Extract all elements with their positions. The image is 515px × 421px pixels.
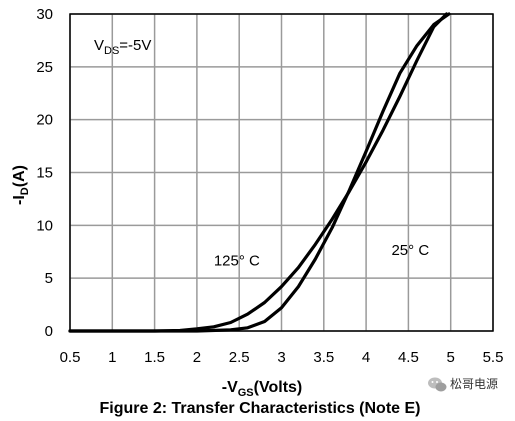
y-tick-labels: 0 5 10 15 20 25 30 (36, 6, 53, 340)
annotation-125c: 125° C (214, 252, 260, 269)
condition-label: VDS=-5V (94, 37, 151, 57)
x-tick-label: 1.5 (144, 349, 165, 366)
watermark: 松哥电源 (428, 377, 498, 392)
y-tick-label: 30 (36, 6, 53, 23)
x-tick-labels: 0.5 1 1.5 2 2.5 3 3.5 4 4.5 5 5.5 (60, 349, 504, 366)
x-axis-title: -VGS(Volts) (222, 379, 303, 399)
y-tick-label: 15 (36, 165, 53, 182)
curve-annotations: 125° C 25° C (214, 242, 430, 270)
figure-caption: Figure 2: Transfer Characteristics (Note… (100, 400, 421, 417)
plot-frame (69, 13, 494, 332)
wechat-icon (428, 377, 447, 392)
y-axis-title: -ID(A) (11, 165, 31, 205)
x-tick-label: 1 (108, 349, 116, 366)
y-tick-label: 20 (36, 112, 53, 129)
x-tick-label: 2.5 (229, 349, 250, 366)
x-tick-label: 2 (193, 349, 201, 366)
y-tick-label: 10 (36, 217, 53, 234)
y-tick-label: 5 (45, 270, 53, 287)
watermark-text: 松哥电源 (450, 377, 498, 391)
x-tick-label: 3.5 (313, 349, 334, 366)
x-tick-label: 4 (362, 349, 370, 366)
series-line-25c (68, 12, 451, 333)
x-tick-label: 5 (447, 349, 455, 366)
x-tick-label: 3 (277, 349, 285, 366)
annotation-25c: 25° C (391, 242, 429, 259)
series-line-125c (68, 12, 449, 333)
x-tick-label: 0.5 (60, 349, 81, 366)
x-tick-label: 5.5 (483, 349, 504, 366)
x-tick-label: 4.5 (398, 349, 419, 366)
series-group (68, 12, 451, 333)
y-tick-label: 25 (36, 59, 53, 76)
y-tick-label: 0 (45, 323, 53, 340)
